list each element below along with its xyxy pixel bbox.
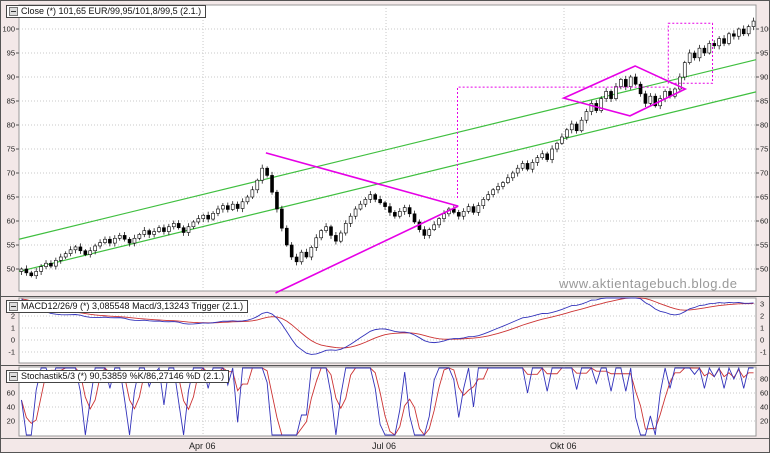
- triangle-pattern-line: [265, 152, 459, 207]
- macd-panel-header-label: MACD12/26/9 (*) 3,085548 Macd/3,13243 Tr…: [21, 301, 244, 311]
- stoch-k-line: [21, 366, 754, 436]
- stoch-axis-label: 40: [7, 403, 15, 412]
- trend-channel-line: [18, 91, 757, 272]
- price-axis-label: 90: [7, 73, 15, 82]
- price-axis-label: 70: [7, 169, 15, 178]
- stoch-axis-label: 60: [760, 389, 768, 398]
- watermark: www.aktientagebuch.blog.de: [558, 276, 738, 291]
- price-chart-panel: 100 100 95 95 90 90 85 85 80 80 75 75 70 70 65 65 60 60 55…: [1, 1, 770, 296]
- triangle-pattern-line: [275, 205, 459, 294]
- macd-axis-label: 1: [11, 324, 15, 333]
- time-axis: Apr 06 Jul 06 Okt 06: [1, 438, 769, 452]
- stochastic-panel-header: Stochastik5/3 (*) 90,53859 %K/86,27146 %…: [6, 370, 230, 383]
- macd-axis-label: 2: [11, 312, 15, 321]
- stoch-axis-label: 20: [7, 417, 15, 426]
- price-axis-label: 60: [7, 217, 15, 226]
- measuring-dashed-line: [457, 86, 669, 198]
- time-axis-label: Apr 06: [189, 441, 216, 451]
- price-axis-label: 100: [2, 25, 15, 34]
- macd-axis-label: 0: [11, 336, 15, 345]
- price-axis-label: 55: [760, 241, 768, 250]
- price-axis-label: 100: [760, 25, 770, 34]
- price-axis-label: 80: [760, 121, 768, 130]
- price-axis-label: 50: [7, 265, 15, 274]
- stoch-axis-label: 20: [760, 417, 768, 426]
- price-axis-label: 70: [760, 169, 768, 178]
- price-axis-label: 65: [760, 193, 768, 202]
- price-axis-label: 95: [760, 49, 768, 58]
- macd-axis-label: -1: [8, 348, 15, 357]
- trend-channel-line: [18, 59, 757, 240]
- price-axis-label: 85: [7, 97, 15, 106]
- price-axis-label: 50: [760, 265, 768, 274]
- minimize-icon[interactable]: [9, 372, 18, 381]
- macd-axis-label: 0: [760, 336, 764, 345]
- diamond-pattern: [561, 65, 688, 117]
- price-axis-label: 85: [760, 97, 768, 106]
- stoch-axis-label: 80: [760, 375, 768, 384]
- macd-panel-header: MACD12/26/9 (*) 3,085548 Macd/3,13243 Tr…: [6, 300, 249, 313]
- time-axis-label: Jul 06: [372, 441, 397, 451]
- minimize-icon[interactable]: [9, 7, 18, 16]
- macd-axis-label: 3: [760, 300, 764, 309]
- price-axis-label: 80: [7, 121, 15, 130]
- price-panel-header-label: Close (*) 101,65 EUR/99,95/101,8/99,5 (2…: [21, 6, 202, 16]
- macd-axis-label: 1: [760, 324, 764, 333]
- candlesticks: [19, 17, 756, 279]
- price-axis-label: 75: [760, 145, 768, 154]
- price-plot-area: [18, 4, 757, 292]
- stoch-axis-label: 40: [760, 403, 768, 412]
- price-axis-label: 55: [7, 241, 15, 250]
- price-axis-label: 95: [7, 49, 15, 58]
- price-panel-header: Close (*) 101,65 EUR/99,95/101,8/99,5 (2…: [6, 5, 207, 18]
- price-axis-label: 60: [760, 217, 768, 226]
- stoch-axis-label: 60: [7, 389, 15, 398]
- time-axis-label: Okt 06: [550, 441, 577, 451]
- macd-axis-label: -1: [760, 348, 767, 357]
- stochastic-panel-header-label: Stochastik5/3 (*) 90,53859 %K/86,27146 %…: [21, 371, 225, 381]
- price-axis-label: 65: [7, 193, 15, 202]
- macd-axis-label: 2: [760, 312, 764, 321]
- price-gridlines: [16, 5, 759, 291]
- macd-line: [21, 297, 754, 355]
- minimize-icon[interactable]: [9, 302, 18, 311]
- price-axis-label: 75: [7, 145, 15, 154]
- price-axis-label: 90: [760, 73, 768, 82]
